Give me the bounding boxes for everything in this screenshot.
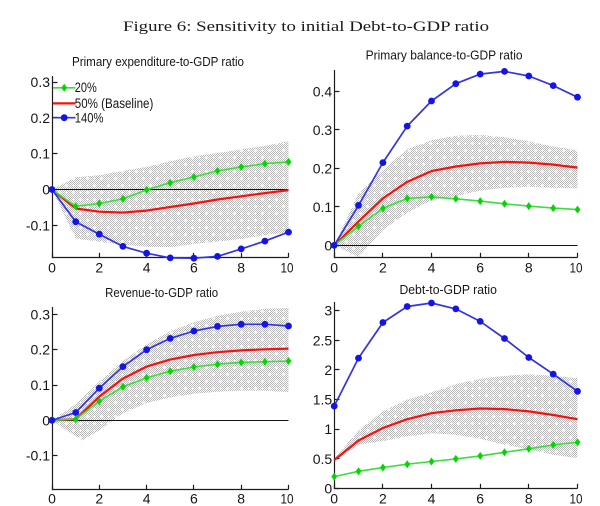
- svg-text:-0.1: -0.1: [26, 448, 50, 464]
- svg-text:0.2: 0.2: [31, 110, 51, 126]
- svg-text:-0.1: -0.1: [26, 217, 50, 233]
- svg-text:8: 8: [237, 491, 245, 506]
- svg-text:1: 1: [324, 421, 332, 437]
- svg-text:0.1: 0.1: [313, 199, 333, 215]
- svg-text:10: 10: [570, 491, 583, 506]
- svg-text:10: 10: [281, 491, 294, 506]
- svg-text:2.5: 2.5: [313, 332, 333, 348]
- svg-text:0.3: 0.3: [31, 74, 51, 90]
- svg-text:140%: 140%: [75, 110, 104, 125]
- svg-text:Figure 6: Sensitivity to initi: Figure 6: Sensitivity to initial Debt-to…: [123, 19, 489, 35]
- svg-text:0.4: 0.4: [313, 83, 333, 99]
- svg-text:0: 0: [330, 260, 338, 276]
- svg-text:20%: 20%: [75, 80, 97, 95]
- svg-text:0: 0: [324, 481, 332, 497]
- svg-text:0.2: 0.2: [313, 160, 333, 176]
- svg-text:2: 2: [379, 260, 387, 276]
- svg-text:50% (Baseline): 50% (Baseline): [75, 96, 154, 111]
- svg-text:Debt-to-GDP ratio: Debt-to-GDP ratio: [399, 283, 497, 297]
- svg-text:2: 2: [95, 491, 103, 506]
- svg-text:0.3: 0.3: [31, 306, 51, 322]
- svg-text:Primary balance-to-GDP ratio: Primary balance-to-GDP ratio: [366, 49, 523, 63]
- svg-text:8: 8: [237, 260, 245, 276]
- svg-text:6: 6: [190, 491, 198, 506]
- svg-text:0.1: 0.1: [31, 377, 51, 393]
- svg-text:0: 0: [330, 491, 338, 506]
- svg-text:10: 10: [281, 260, 294, 276]
- svg-text:2: 2: [379, 491, 387, 506]
- svg-text:0.3: 0.3: [313, 122, 333, 138]
- svg-text:8: 8: [525, 260, 533, 276]
- svg-text:4: 4: [143, 491, 151, 506]
- svg-text:2: 2: [95, 260, 103, 276]
- svg-text:2: 2: [324, 362, 332, 378]
- svg-text:6: 6: [476, 491, 484, 506]
- svg-text:1.5: 1.5: [313, 392, 333, 408]
- svg-text:0.2: 0.2: [31, 342, 51, 358]
- svg-text:0: 0: [48, 260, 56, 276]
- svg-text:6: 6: [476, 260, 484, 276]
- svg-text:8: 8: [525, 491, 533, 506]
- svg-text:4: 4: [428, 260, 436, 276]
- svg-text:0.1: 0.1: [31, 146, 51, 162]
- svg-text:4: 4: [143, 260, 151, 276]
- svg-text:0: 0: [42, 182, 50, 198]
- svg-text:3: 3: [324, 303, 332, 319]
- svg-text:Revenue-to-GDP ratio: Revenue-to-GDP ratio: [105, 286, 218, 300]
- svg-text:6: 6: [190, 260, 198, 276]
- svg-text:10: 10: [570, 260, 583, 276]
- svg-text:0: 0: [324, 237, 332, 253]
- svg-text:0: 0: [42, 412, 50, 428]
- svg-text:0: 0: [48, 491, 56, 506]
- svg-text:4: 4: [428, 491, 436, 506]
- svg-text:0.5: 0.5: [313, 451, 333, 467]
- svg-text:Primary expenditure-to-GDP rat: Primary expenditure-to-GDP ratio: [72, 55, 244, 69]
